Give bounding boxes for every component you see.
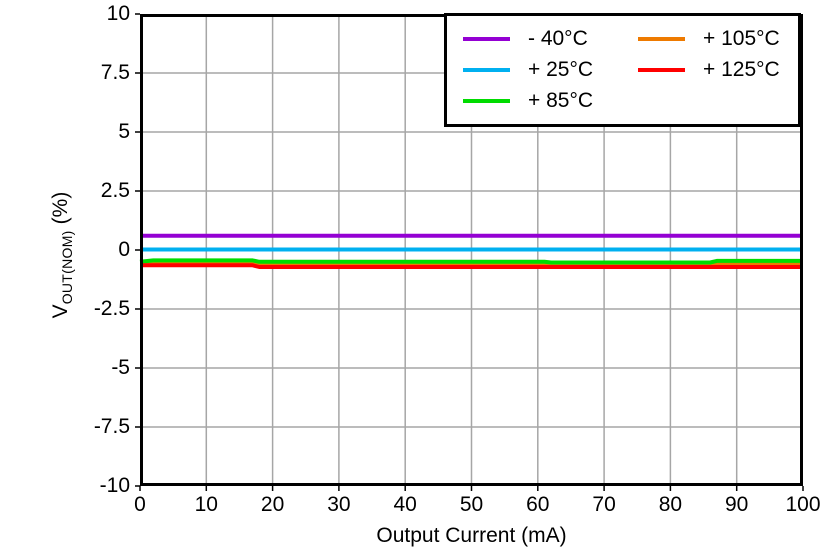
legend-swatch-line — [463, 98, 510, 103]
legend-label: + 25°C — [528, 57, 594, 81]
legend-label: + 105°C — [703, 27, 780, 51]
legend-label: - 40°C — [528, 27, 588, 51]
y-tick-label: 10 — [106, 2, 130, 25]
legend-item: - 40°C — [463, 24, 618, 55]
y-tick-label: -7.5 — [93, 415, 130, 438]
legend-label: + 85°C — [528, 88, 594, 112]
legend-item: + 105°C — [638, 24, 788, 55]
x-tick-label: 20 — [260, 493, 285, 516]
legend-label: + 125°C — [703, 57, 780, 81]
y-tick-label: -5 — [111, 356, 130, 379]
legend-swatch-line — [463, 67, 510, 72]
legend-item: + 25°C — [463, 55, 618, 86]
x-tick-label: 90 — [725, 493, 749, 516]
legend-item: + 85°C — [463, 85, 618, 116]
y-tick-label: 0 — [118, 238, 130, 261]
x-tick-label: 40 — [393, 493, 417, 516]
y-tick-label: 2.5 — [100, 179, 130, 202]
x-tick-label: 100 — [785, 493, 821, 516]
legend-swatch-line — [463, 37, 510, 42]
y-tick-label: -2.5 — [93, 297, 130, 320]
x-tick-label: 10 — [194, 493, 218, 516]
series-line-125CC — [140, 263, 803, 269]
x-tick-label: 60 — [526, 493, 550, 516]
x-tick-label: 50 — [459, 493, 484, 516]
legend-item: + 125°C — [638, 55, 788, 86]
y-tick-label: 7.5 — [100, 61, 130, 84]
x-tick-label: 80 — [658, 493, 683, 516]
y-tick-label: -10 — [99, 474, 130, 497]
legend: - 40°C + 25°C + 85°C + 105°C + 125°C — [444, 13, 801, 127]
x-axis-title: Output Current (mA) — [376, 524, 567, 547]
legend-swatch-line — [638, 67, 685, 72]
y-tick-label: 5 — [118, 120, 130, 143]
x-tick-label: 30 — [327, 493, 351, 516]
x-tick-label: 70 — [592, 493, 616, 516]
series-line-85CC — [139, 258, 803, 265]
x-tick-label: 0 — [134, 493, 146, 516]
legend-swatch-line — [638, 37, 685, 42]
